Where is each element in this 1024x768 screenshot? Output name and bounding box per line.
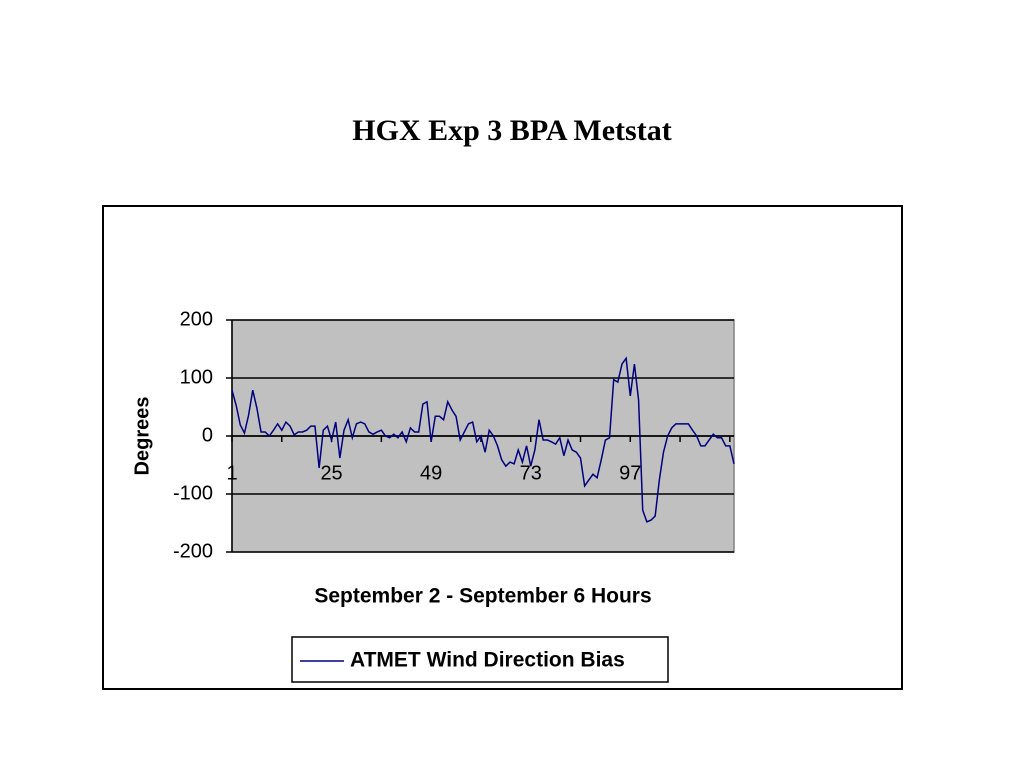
- legend-label: ATMET Wind Direction Bias: [350, 649, 625, 672]
- x-tick-label: 25: [320, 462, 342, 484]
- y-tick-label: -200: [173, 540, 213, 562]
- data-line: [231, 356, 735, 523]
- y-tick-label: 200: [180, 308, 213, 330]
- chart-title: HGX Exp 3 BPA Metstat: [352, 114, 671, 147]
- y-tick-label: 100: [180, 366, 213, 388]
- x-tick-label: 73: [520, 462, 542, 484]
- x-tick-label: 97: [619, 462, 641, 484]
- y-tick-label: 0: [202, 424, 213, 446]
- x-tick-label: 1: [226, 462, 237, 484]
- y-tick-label: -100: [173, 482, 213, 504]
- legend: [291, 636, 669, 683]
- x-tick-label: 49: [420, 462, 442, 484]
- x-axis-title: September 2 - September 6 Hours: [314, 585, 651, 608]
- y-axis-title: Degrees: [131, 397, 153, 476]
